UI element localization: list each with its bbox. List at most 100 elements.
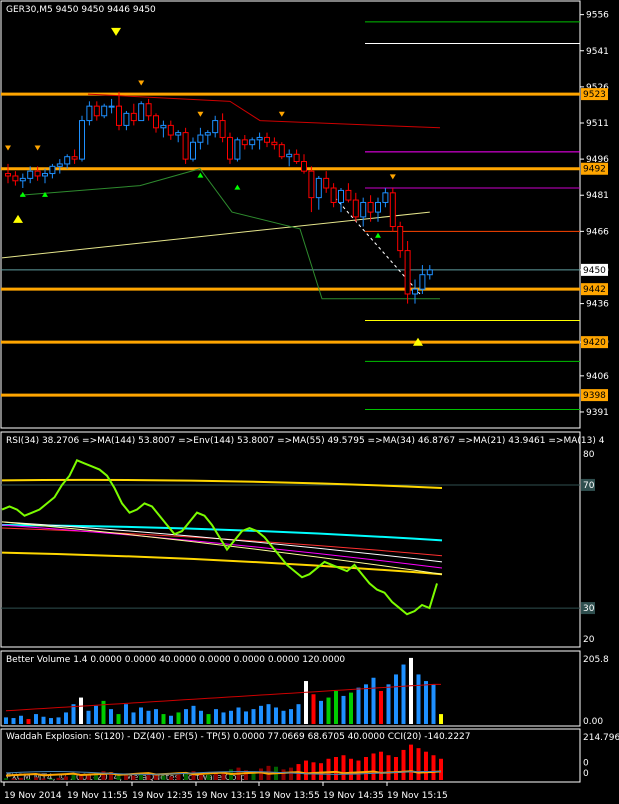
- candle-body: [286, 153, 293, 158]
- candle-body: [86, 105, 93, 122]
- waddah-bar: [334, 757, 338, 780]
- waddah-bar: [364, 757, 368, 780]
- candle-body: [145, 103, 152, 117]
- candle-body: [367, 201, 374, 213]
- volume-bar: [184, 709, 188, 724]
- waddah-bar: [431, 755, 436, 780]
- volume-bar: [169, 715, 173, 724]
- rsi-layer: 80 70 30 20: [1, 450, 595, 645]
- volume-bar: [274, 707, 278, 724]
- candle-body: [397, 226, 404, 252]
- price-tick-label: 9406: [586, 372, 609, 382]
- volume-bar: [154, 709, 158, 724]
- candle-body: [123, 112, 130, 126]
- waddah-bar: [19, 777, 23, 780]
- waddah-bar: [304, 760, 308, 780]
- candle-body: [197, 134, 204, 143]
- volume-bar: [289, 709, 293, 724]
- candle-body: [234, 139, 241, 160]
- volume-bar: [109, 709, 113, 724]
- buy-arrow: [375, 232, 381, 238]
- upper-channel-line: [87, 93, 441, 129]
- waddah-tick-label: 0: [583, 758, 589, 768]
- price-tag-label: 9523: [583, 90, 606, 100]
- rsi-ma-line: [1, 551, 443, 576]
- waddah-bar: [11, 778, 16, 780]
- waddah-deadzone-line: [5, 771, 442, 775]
- price-axis: 9556 9541 9526 9511 9496 9481 9466 9450 9436 9420…: [580, 11, 609, 418]
- volume-bar: [116, 714, 121, 724]
- volume-tick-label: 205.8: [583, 655, 609, 665]
- volume-bar: [131, 712, 136, 724]
- volume-bar: [94, 705, 98, 724]
- volume-bar: [79, 697, 83, 724]
- candle-body: [153, 115, 159, 129]
- waddah-bar: [206, 774, 211, 780]
- candle-body: [108, 105, 115, 108]
- waddah-bar: [251, 771, 256, 780]
- volume-bar: [281, 710, 286, 724]
- time-tick-label: 19 Nov 13:15: [196, 791, 257, 801]
- candle-body: [278, 144, 285, 158]
- volume-bar: [341, 695, 346, 724]
- waddah-bar: [56, 777, 61, 780]
- waddah-bar: [341, 755, 346, 780]
- volume-bar: [19, 715, 23, 724]
- candle-body: [101, 105, 108, 117]
- waddah-bar: [94, 772, 98, 780]
- candle-body: [130, 112, 137, 122]
- candle-body: [308, 170, 315, 199]
- price-tag-box: [581, 263, 608, 276]
- waddah-explosion-line: [5, 770, 442, 777]
- waddah-header: Waddah Explosion: S(120) - DZ(40) - EP(5…: [6, 732, 471, 742]
- waddah-bar: [49, 778, 53, 780]
- candle-body: [249, 139, 256, 146]
- waddah-bar: [409, 744, 413, 780]
- price-tag-box: [581, 162, 608, 175]
- rsi-line: [1, 459, 438, 616]
- candle-body: [182, 132, 189, 160]
- sell-arrow: [34, 145, 41, 151]
- waddah-bar: [439, 758, 443, 780]
- waddah-bar: [386, 755, 391, 780]
- volume-bar: [4, 717, 8, 724]
- candle-body: [175, 132, 182, 136]
- price-tick-label: 9481: [586, 191, 609, 201]
- volume-bar: [401, 664, 406, 724]
- volume-bar: [214, 709, 218, 724]
- rsi-ma-line: [1, 478, 443, 490]
- waddah-bar: [221, 772, 226, 780]
- volume-bar: [236, 707, 241, 724]
- volume-bar: [439, 714, 443, 724]
- volume-bar: [56, 717, 61, 724]
- waddah-bar: [139, 774, 143, 780]
- buy-arrow: [19, 191, 26, 197]
- price-tag-label: 9492: [583, 165, 606, 175]
- rsi-header: RSI(34) 38.2706 =>MA(144) 53.8007 =>Env(…: [6, 436, 605, 446]
- volume-bar: [199, 710, 203, 724]
- candle-body: [301, 161, 307, 172]
- waddah-bar: [64, 776, 68, 780]
- volume-header: Better Volume 1.4 0.0000 0.0000 40.0000 …: [6, 655, 345, 665]
- waddah-bar: [326, 758, 331, 780]
- waddah-bar: [116, 774, 121, 780]
- volume-bar: [11, 718, 16, 724]
- volume-bar: [49, 718, 53, 724]
- volume-ma-line: [5, 683, 442, 712]
- waddah-bar: [311, 762, 316, 780]
- volume-bar: [146, 710, 151, 724]
- time-axis: 19 Nov 2014 19 Nov 11:55 19 Nov 12:35 19 No…: [3, 782, 448, 801]
- rsi-tick-label: 30: [583, 604, 595, 614]
- volume-bar: [431, 684, 436, 724]
- volume-bar: [394, 674, 398, 724]
- volume-bar: [191, 705, 196, 724]
- volume-bar: [64, 712, 68, 724]
- price-tick-label: 9556: [586, 11, 609, 21]
- big-buy-arrow: [13, 214, 23, 223]
- waddah-bar: [401, 749, 406, 780]
- volume-bar: [124, 704, 128, 724]
- waddah-bar: [4, 778, 8, 780]
- price-tag-label: 9442: [583, 285, 606, 295]
- candle-body: [375, 201, 381, 213]
